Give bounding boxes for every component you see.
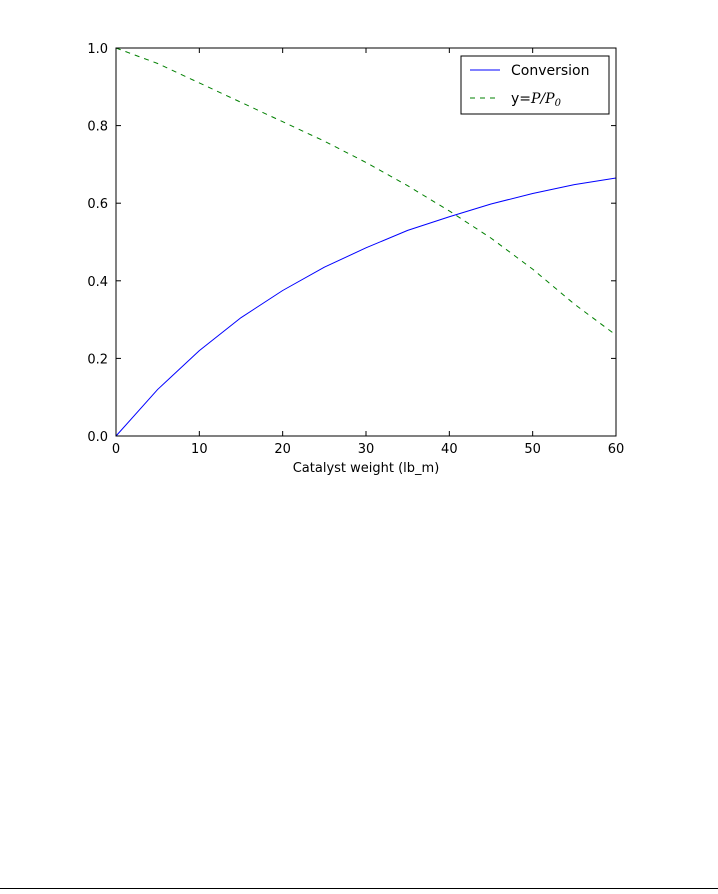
series-layer — [115, 47, 617, 437]
legend-label-pressure-prefix: y= — [511, 91, 531, 107]
y-tick-label: 0.6 — [87, 197, 108, 212]
legend-label-pressure-subscript: 0 — [555, 98, 562, 109]
x-tick-label: 30 — [358, 442, 375, 457]
y-tick-label: 0.4 — [87, 275, 108, 290]
ticks-layer: 0 10 20 30 40 50 60 0.0 0.2 0.4 0.6 0.8 1.0 — [87, 42, 624, 457]
x-tick-label: 20 — [274, 442, 291, 457]
pressure-ratio-line — [115, 47, 617, 336]
x-tick-label: 40 — [441, 442, 458, 457]
page-bottom-rule — [0, 888, 718, 889]
y-tick-label: 0.2 — [87, 352, 108, 367]
x-tick-label: 50 — [524, 442, 541, 457]
legend: Conversion y=P/P0 — [460, 55, 610, 115]
x-tick-label: 0 — [112, 442, 120, 457]
y-tick-label: 0.0 — [87, 430, 108, 445]
legend-label-pressure-math: P/P — [530, 91, 555, 107]
legend-label-pressure: y=P/P0 — [511, 91, 562, 109]
legend-label-conversion: Conversion — [511, 63, 590, 79]
conversion-line — [115, 177, 617, 437]
x-tick-label: 10 — [191, 442, 208, 457]
y-tick-label: 0.8 — [87, 120, 108, 135]
x-tick-label: 60 — [608, 442, 625, 457]
y-tick-label: 1.0 — [87, 42, 108, 57]
x-axis-label: Catalyst weight (lb_m) — [293, 461, 440, 476]
legend-box — [460, 55, 610, 115]
